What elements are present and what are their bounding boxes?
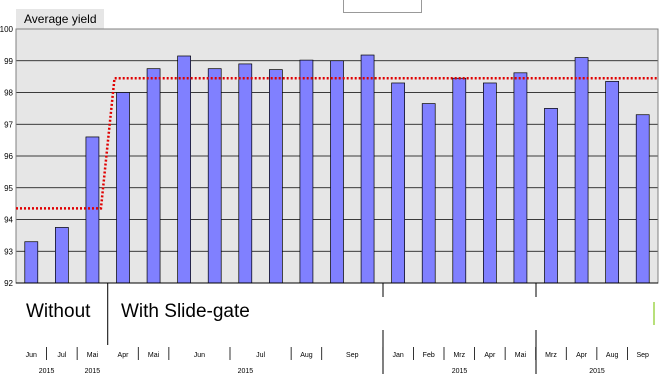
x-tick-label: Jul: [256, 352, 265, 359]
y-tick-label: 96: [4, 152, 13, 161]
x-tick-label: Mai: [87, 352, 99, 359]
x-tick-label: Jun: [194, 352, 205, 359]
bar: [421, 103, 436, 284]
bar: [269, 69, 283, 284]
bar: [238, 63, 253, 284]
bar: [513, 72, 528, 284]
x-tick-label: Sep: [346, 352, 359, 359]
x-tick-label: Jan: [392, 352, 403, 359]
year-label: 2015: [589, 368, 605, 374]
y-tick-label: 98: [4, 89, 13, 98]
bar: [574, 57, 589, 284]
year-label: 2015: [452, 368, 468, 374]
x-tick-label: Apr: [576, 352, 588, 359]
bar: [452, 77, 467, 284]
y-tick-label: 100: [0, 25, 14, 34]
x-tick-label: Aug: [606, 352, 619, 359]
year-label: 2015: [39, 368, 55, 374]
bar: [360, 54, 375, 284]
bar: [544, 108, 558, 284]
year-label: 2015: [238, 368, 254, 374]
y-tick-label: 99: [4, 57, 13, 66]
x-tick-label: Sep: [636, 352, 649, 359]
bar: [177, 55, 191, 284]
bar: [330, 60, 344, 284]
chart-title: Average yield: [16, 9, 104, 29]
x-tick-label: Apr: [118, 352, 130, 359]
bar: [207, 68, 222, 284]
header-box: [343, 0, 422, 13]
x-tick-label: Mai: [148, 352, 160, 359]
x-tick-label: Mrz: [453, 352, 465, 359]
x-tick-label: Jun: [26, 352, 37, 359]
y-tick-label: 97: [4, 120, 13, 129]
x-tick-label: Mai: [515, 352, 527, 359]
bar: [116, 92, 130, 284]
x-tick-label: Feb: [423, 352, 435, 359]
period-label-with: With Slide-gate: [121, 301, 250, 322]
x-tick-label: Mrz: [545, 352, 557, 359]
bar: [635, 114, 650, 284]
bar: [85, 136, 100, 284]
year-label: 2015: [85, 368, 101, 374]
bar: [483, 82, 497, 284]
y-tick-label: 92: [4, 279, 13, 288]
x-tick-label: Apr: [484, 352, 496, 359]
x-tick-label: Jul: [57, 352, 66, 359]
bar: [299, 59, 314, 284]
period-label-without: Without: [26, 301, 91, 322]
bar: [146, 68, 161, 284]
y-tick-label: 93: [4, 247, 13, 256]
x-tick-label: Aug: [300, 352, 313, 359]
bar: [391, 82, 405, 284]
y-tick-label: 95: [4, 184, 13, 193]
bar: [24, 241, 39, 284]
bar: [605, 81, 619, 284]
y-tick-label: 94: [4, 216, 13, 225]
bar: [55, 227, 69, 284]
